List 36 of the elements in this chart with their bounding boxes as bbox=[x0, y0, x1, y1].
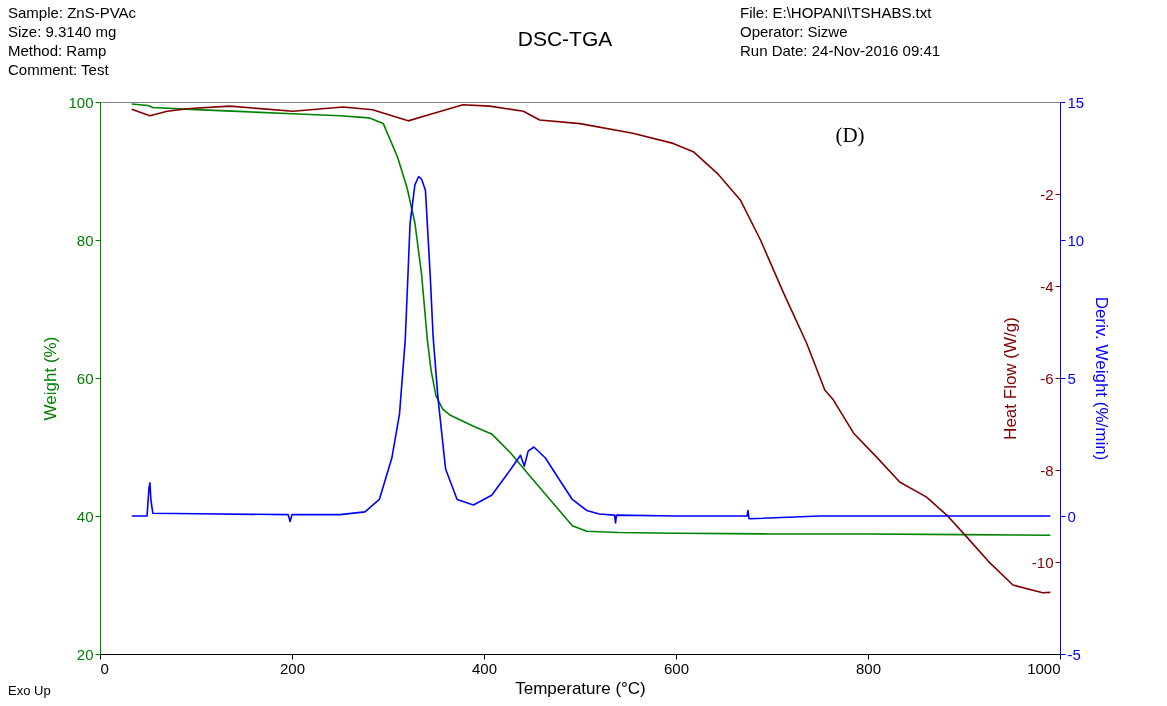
y2-tick-label: -6 bbox=[1040, 369, 1054, 387]
text: Comment: Test bbox=[8, 61, 110, 78]
x-tick-label: 200 bbox=[279, 659, 306, 677]
y-axis-title: Weight (%) bbox=[41, 336, 61, 421]
text: Operator: Sizwe bbox=[740, 23, 848, 40]
y-tick-label: 20 bbox=[76, 645, 94, 663]
annotation: (D) bbox=[835, 123, 865, 147]
y3-tick-label: 15 bbox=[1067, 93, 1085, 111]
x-axis-title: Temperature (°C) bbox=[515, 678, 646, 698]
y3-tick-label: 10 bbox=[1067, 231, 1085, 249]
y3-tick-label: -5 bbox=[1067, 645, 1081, 663]
text: Method: Ramp bbox=[8, 42, 107, 59]
text: Size: 9.3140 mg bbox=[8, 23, 117, 40]
text: File: E:\HOPANI\TSHABS.txt bbox=[740, 4, 933, 21]
line-series bbox=[130, 175, 1052, 524]
y2-axis-title: Heat Flow (W/g) bbox=[1000, 317, 1020, 440]
text: Sample: ZnS-PVAc bbox=[8, 4, 137, 21]
y-tick-label: 100 bbox=[68, 93, 94, 111]
y2-tick-label: -10 bbox=[1031, 553, 1054, 571]
text: Run Date: 24-Nov-2016 09:41 bbox=[740, 42, 941, 59]
chart-title: DSC-TGA bbox=[517, 27, 613, 50]
y3-tick-label: 5 bbox=[1067, 369, 1076, 387]
y3-tick-label: 0 bbox=[1067, 507, 1076, 525]
x-tick-label: 800 bbox=[855, 659, 882, 677]
y-tick-label: 40 bbox=[76, 507, 94, 525]
y2-tick-label: -8 bbox=[1040, 461, 1054, 479]
y3-axis-title: Deriv. Weight (%/min) bbox=[1092, 296, 1112, 461]
y2-tick-label: -2 bbox=[1040, 185, 1054, 203]
y-tick-label: 80 bbox=[76, 231, 94, 249]
x-tick-label: 400 bbox=[471, 659, 498, 677]
x-tick-label: 1000 bbox=[1027, 659, 1061, 677]
y-tick-label: 60 bbox=[76, 369, 94, 387]
text: Exo Up bbox=[8, 683, 51, 698]
x-tick-label: 0 bbox=[100, 659, 109, 677]
x-tick-label: 600 bbox=[663, 659, 690, 677]
y2-tick-label: -4 bbox=[1040, 277, 1054, 295]
